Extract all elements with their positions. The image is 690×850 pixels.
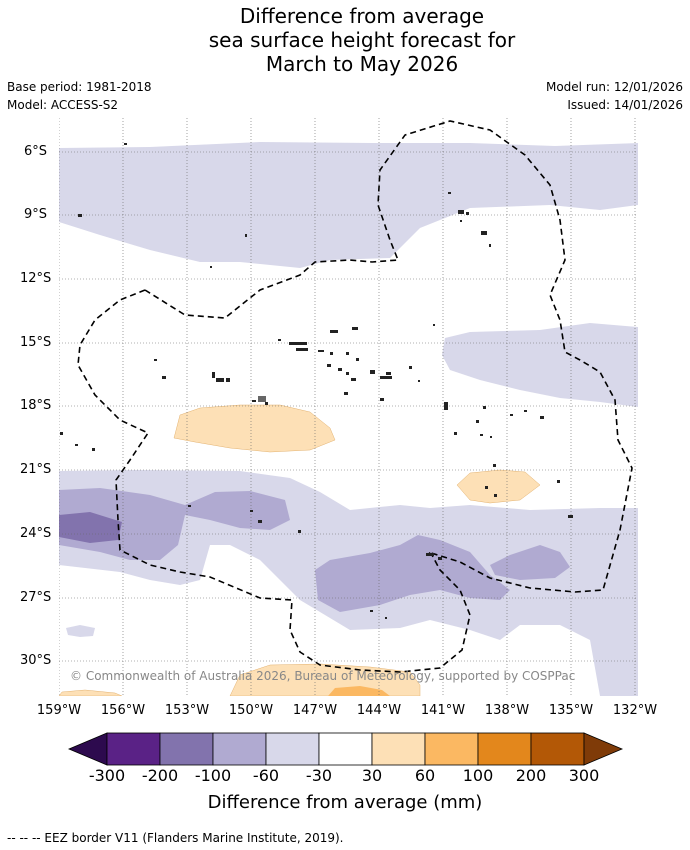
lat-label-30s: 30°S xyxy=(20,653,52,668)
lon-label-159w: 159°W xyxy=(36,703,82,718)
colorbar-segment xyxy=(159,732,214,766)
anomaly-region-north-negative xyxy=(59,142,638,268)
lon-label-156w: 156°W xyxy=(100,703,146,718)
lon-label-150w: 150°W xyxy=(228,703,274,718)
lat-label-9s: 9°S xyxy=(24,207,48,222)
title-line-1: Difference from average xyxy=(239,4,485,28)
lon-label-138w: 138°W xyxy=(484,703,530,718)
colorbar-extend-high xyxy=(583,732,624,766)
anomaly-region-positive-southwest xyxy=(59,689,123,696)
colorbar-tick: 300 xyxy=(568,766,600,785)
lon-label-141w: 141°W xyxy=(420,703,466,718)
meta-left: Base period: 1981-2018 Model: ACCESS-S2 xyxy=(7,78,152,114)
colorbar-tick: -100 xyxy=(194,766,232,785)
colorbar-tick: -200 xyxy=(141,766,179,785)
meta-right: Model run: 12/01/2026 Issued: 14/01/2026 xyxy=(546,78,683,114)
colorbar-segment xyxy=(212,732,267,766)
lon-label-135w: 135°W xyxy=(548,703,594,718)
anomaly-region-positive-central xyxy=(173,404,336,453)
colorbar-segment xyxy=(265,732,320,766)
title-line-2: sea surface height forecast for xyxy=(208,28,516,52)
base-period: Base period: 1981-2018 xyxy=(7,80,152,94)
lat-label-21s: 21°S xyxy=(20,462,52,477)
lat-label-27s: 27°S xyxy=(20,590,52,605)
chart-title: Difference from average sea surface heig… xyxy=(0,4,690,76)
lat-label-18s: 18°S xyxy=(20,398,52,413)
colorbar-tick: -300 xyxy=(88,766,126,785)
colorbar-extend-low xyxy=(67,732,108,766)
colorbar-segment xyxy=(424,732,479,766)
colorbar-tick: 60 xyxy=(414,766,436,785)
colorbar-segment xyxy=(371,732,426,766)
colorbar-segment xyxy=(106,732,161,766)
anomaly-region-east-negative xyxy=(442,323,638,407)
lat-label-15s: 15°S xyxy=(20,335,52,350)
colorbar-segment xyxy=(318,732,373,766)
colorbar-tick: 100 xyxy=(462,766,494,785)
lon-label-132w: 132°W xyxy=(612,703,658,718)
model-name: Model: ACCESS-S2 xyxy=(7,98,119,112)
model-run: Model run: 12/01/2026 xyxy=(545,80,683,94)
eez-footnote: -- -- -- EEZ border V11 (Flanders Marine… xyxy=(7,831,344,845)
title-line-3: March to May 2026 xyxy=(265,52,459,76)
copyright-notice: © Commonwealth of Australia 2026, Bureau… xyxy=(70,669,576,683)
colorbar-segment xyxy=(477,732,532,766)
colorbar-tick: -60 xyxy=(252,766,280,785)
colorbar-segment xyxy=(530,732,585,766)
anomaly-region-west-strong xyxy=(59,512,122,543)
issued-date: Issued: 14/01/2026 xyxy=(567,98,683,112)
lon-label-153w: 153°W xyxy=(164,703,210,718)
anomaly-region-positive-east xyxy=(456,469,541,504)
lat-label-24s: 24°S xyxy=(20,526,52,541)
anomaly-region-east-medium xyxy=(490,545,570,580)
colorbar-tick: 30 xyxy=(361,766,383,785)
lon-label-144w: 144°W xyxy=(356,703,402,718)
islands xyxy=(60,143,573,619)
lat-label-12s: 12°S xyxy=(20,271,52,286)
colorbar-title: Difference from average (mm) xyxy=(207,792,483,813)
lat-label-6s: 6°S xyxy=(24,144,48,159)
eez-border-french-polynesia xyxy=(144,120,633,593)
colorbar-tick: -30 xyxy=(305,766,333,785)
anomaly-spot-small xyxy=(66,625,95,637)
gridlines xyxy=(59,118,638,696)
colorbar-tick: 200 xyxy=(515,766,547,785)
eez-border-cook-islands xyxy=(77,289,471,673)
lon-label-147w: 147°W xyxy=(292,703,338,718)
anomaly-region-positive-south-core xyxy=(328,686,390,696)
anomaly-region-positive-south xyxy=(229,663,421,696)
colorbar xyxy=(67,732,624,766)
